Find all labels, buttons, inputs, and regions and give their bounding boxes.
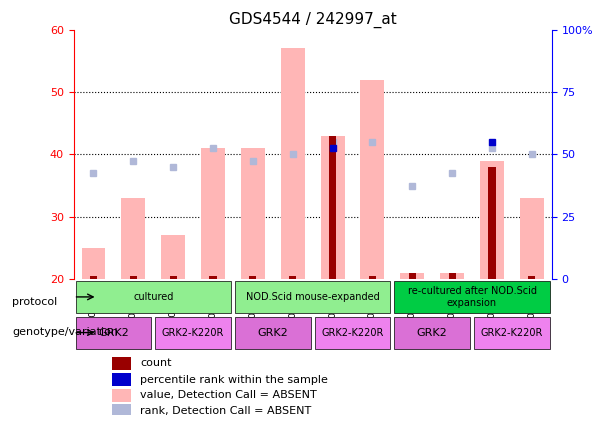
Text: re-cultured after NOD.Scid
expansion: re-cultured after NOD.Scid expansion	[408, 286, 536, 308]
FancyBboxPatch shape	[474, 316, 550, 349]
Bar	[112, 404, 131, 417]
Bar	[121, 198, 145, 279]
FancyBboxPatch shape	[314, 316, 390, 349]
FancyBboxPatch shape	[394, 281, 550, 313]
Bar	[400, 273, 424, 279]
Bar	[112, 357, 131, 370]
Bar	[329, 136, 336, 279]
Bar	[289, 276, 296, 279]
Bar	[520, 198, 544, 279]
Bar	[281, 48, 305, 279]
Text: NOD.Scid mouse-expanded: NOD.Scid mouse-expanded	[246, 292, 379, 302]
Bar	[112, 374, 131, 386]
Bar	[170, 276, 177, 279]
FancyBboxPatch shape	[155, 316, 231, 349]
Bar	[249, 276, 256, 279]
Bar	[480, 161, 504, 279]
Text: value, Detection Call = ABSENT: value, Detection Call = ABSENT	[140, 390, 318, 400]
Text: genotype/variation: genotype/variation	[12, 327, 118, 337]
FancyBboxPatch shape	[75, 281, 231, 313]
Text: cultured: cultured	[133, 292, 173, 302]
Bar	[321, 136, 345, 279]
Bar	[440, 273, 464, 279]
FancyBboxPatch shape	[235, 316, 311, 349]
Bar	[201, 148, 225, 279]
Text: percentile rank within the sample: percentile rank within the sample	[140, 375, 329, 385]
Text: protocol: protocol	[12, 297, 58, 308]
Bar	[528, 276, 535, 279]
Bar	[90, 276, 97, 279]
Bar	[112, 389, 131, 402]
Bar	[489, 167, 495, 279]
Bar	[130, 276, 137, 279]
Title: GDS4544 / 242997_at: GDS4544 / 242997_at	[229, 12, 397, 28]
Text: GRK2-K220R: GRK2-K220R	[162, 327, 224, 338]
Text: count: count	[140, 358, 172, 368]
Text: GRK2-K220R: GRK2-K220R	[321, 327, 384, 338]
Bar	[449, 273, 455, 279]
Bar	[210, 276, 216, 279]
Text: GRK2: GRK2	[257, 327, 288, 338]
Bar	[369, 276, 376, 279]
Bar	[409, 273, 416, 279]
FancyBboxPatch shape	[235, 281, 390, 313]
Text: GRK2-K220R: GRK2-K220R	[481, 327, 543, 338]
FancyBboxPatch shape	[394, 316, 470, 349]
Text: GRK2: GRK2	[417, 327, 447, 338]
Bar	[82, 248, 105, 279]
Bar	[161, 236, 185, 279]
Text: GRK2: GRK2	[98, 327, 129, 338]
Bar	[360, 80, 384, 279]
Bar	[241, 148, 265, 279]
FancyBboxPatch shape	[75, 316, 151, 349]
Text: rank, Detection Call = ABSENT: rank, Detection Call = ABSENT	[140, 406, 312, 416]
